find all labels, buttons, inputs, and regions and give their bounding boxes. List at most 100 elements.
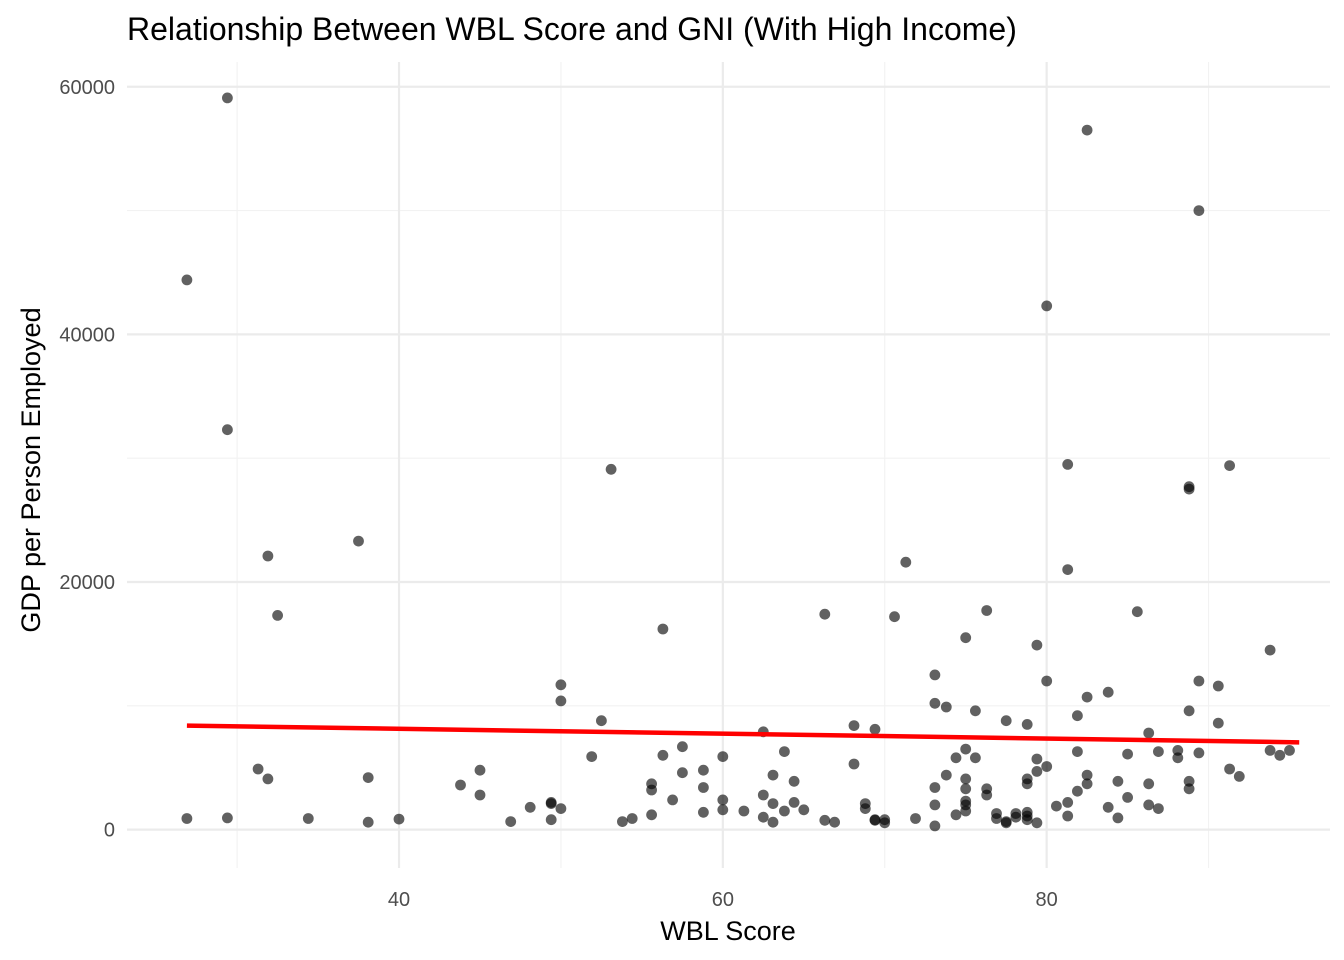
data-point: [929, 782, 941, 793]
data-point: [970, 705, 981, 717]
data-point: [1274, 749, 1286, 761]
data-point: [779, 805, 790, 817]
data-point: [698, 764, 709, 776]
data-point: [555, 803, 567, 814]
data-point: [657, 623, 669, 635]
data-point: [717, 794, 729, 806]
data-point: [929, 697, 941, 709]
data-point: [960, 773, 972, 785]
data-point: [819, 814, 831, 826]
data-point: [1264, 644, 1276, 656]
data-point: [626, 813, 638, 824]
data-point: [262, 773, 274, 785]
data-point: [1193, 205, 1205, 217]
data-point: [1041, 300, 1053, 312]
data-point: [252, 763, 264, 775]
data-point: [455, 779, 466, 791]
data-point: [1212, 680, 1224, 692]
data-point: [981, 605, 993, 616]
data-point: [262, 550, 274, 562]
y-tick-label: 40000: [59, 324, 115, 346]
x-tick-label: 60: [712, 889, 734, 911]
data-point: [1062, 459, 1074, 470]
data-point: [353, 535, 364, 547]
trend-line: [186, 723, 1300, 745]
data-point: [272, 610, 283, 621]
data-point: [1153, 803, 1164, 814]
data-point: [1143, 778, 1155, 790]
chart-title: Relationship Between WBL Score and GNI (…: [127, 11, 1017, 47]
data-point: [788, 797, 800, 808]
data-point: [393, 813, 405, 825]
data-point: [940, 701, 952, 713]
data-point: [1041, 761, 1053, 772]
x-axis-ticks: 40 60 80: [388, 889, 1058, 911]
data-point: [1072, 746, 1083, 757]
data-point: [869, 723, 881, 735]
data-point: [1172, 752, 1184, 764]
data-point: [960, 743, 972, 755]
data-point: [829, 816, 840, 828]
y-tick-label: 60000: [59, 77, 115, 99]
data-point: [1224, 763, 1235, 775]
data-point: [1062, 810, 1074, 822]
data-point: [879, 817, 891, 829]
data-point: [1131, 606, 1143, 618]
y-tick-label: 0: [104, 820, 115, 842]
data-point: [1183, 775, 1195, 787]
data-point: [677, 767, 688, 779]
data-point: [677, 741, 688, 753]
data-point: [889, 611, 900, 623]
data-point: [1062, 797, 1074, 808]
data-point: [1031, 817, 1043, 829]
data-point: [1122, 748, 1133, 760]
data-point: [181, 274, 193, 286]
data-point: [646, 784, 657, 796]
data-point: [1081, 691, 1093, 703]
data-point: [524, 801, 536, 813]
data-point: [1193, 747, 1205, 759]
data-point: [950, 752, 962, 764]
data-point: [1021, 719, 1033, 730]
data-point: [1081, 124, 1093, 136]
data-point: [717, 751, 729, 762]
data-point: [1031, 639, 1043, 651]
y-axis-ticks: 0 20000 40000 60000: [59, 77, 115, 842]
data-point: [545, 814, 557, 826]
data-point: [1081, 769, 1093, 781]
data-point: [181, 813, 193, 824]
data-point: [757, 811, 769, 823]
data-point: [1010, 811, 1022, 823]
data-point: [1021, 814, 1033, 826]
data-point: [900, 556, 912, 568]
data-point: [698, 782, 709, 793]
data-point: [767, 816, 779, 828]
data-point: [657, 749, 669, 761]
x-tick-label: 40: [388, 889, 410, 911]
data-point: [1051, 800, 1062, 812]
data-point: [1264, 745, 1276, 756]
data-point: [1153, 746, 1164, 757]
data-point: [798, 804, 810, 816]
data-point: [1041, 675, 1053, 687]
data-point: [1000, 817, 1012, 829]
data-point: [1193, 675, 1205, 687]
data-point: [717, 804, 729, 816]
data-point: [555, 679, 567, 691]
data-point: [981, 789, 993, 801]
data-point: [819, 608, 831, 620]
data-point: [940, 769, 952, 781]
data-point: [929, 799, 941, 811]
data-point: [1172, 745, 1184, 756]
data-point: [1000, 715, 1012, 727]
data-point: [505, 816, 517, 827]
data-point: [596, 715, 607, 727]
data-point: [929, 820, 941, 832]
data-point: [302, 813, 314, 824]
data-point: [545, 798, 557, 809]
data-points: [181, 92, 1295, 832]
data-point: [646, 809, 657, 821]
data-point: [1183, 483, 1195, 495]
data-point: [1143, 727, 1155, 739]
